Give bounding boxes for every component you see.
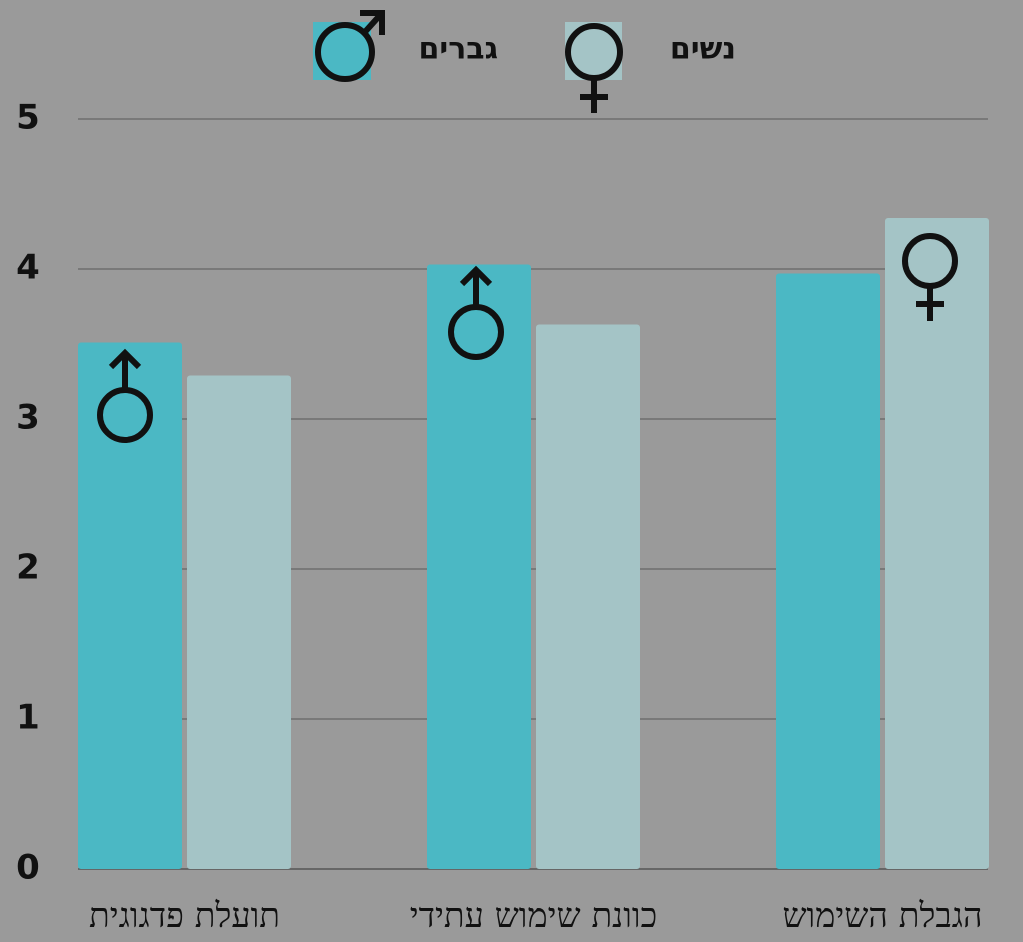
bar [187,375,291,869]
y-tick-label: 3 [16,398,40,438]
bars [78,218,989,869]
legend-label: גברים [419,32,498,67]
bar [776,273,880,869]
female-icon [565,23,623,113]
male-icon [97,348,153,443]
legend-label: נשים [670,32,736,67]
y-tick-label: 2 [16,548,40,588]
bar [536,324,640,869]
male-icon [448,265,504,360]
male-icon [315,10,385,82]
bar [885,218,989,869]
bar [427,264,531,869]
y-tick-label: 0 [16,848,40,888]
icon-part [459,265,493,287]
y-tick-label: 4 [16,248,40,288]
x-tick-label: הגבלת השימוש [782,896,982,936]
y-tick-label: 5 [16,98,40,138]
icon-part [108,348,142,370]
bar [78,342,182,869]
x-tick-label: כוונת שימוש עתידי [410,896,658,936]
y-tick-label: 1 [16,698,40,738]
x-tick-label: תועלת פדגוגית [89,896,280,936]
female-icon [902,233,958,321]
